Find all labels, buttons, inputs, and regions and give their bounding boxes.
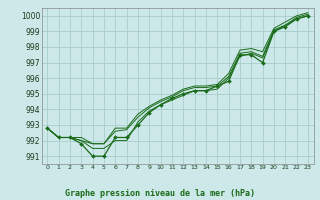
Text: Graphe pression niveau de la mer (hPa): Graphe pression niveau de la mer (hPa) <box>65 189 255 198</box>
